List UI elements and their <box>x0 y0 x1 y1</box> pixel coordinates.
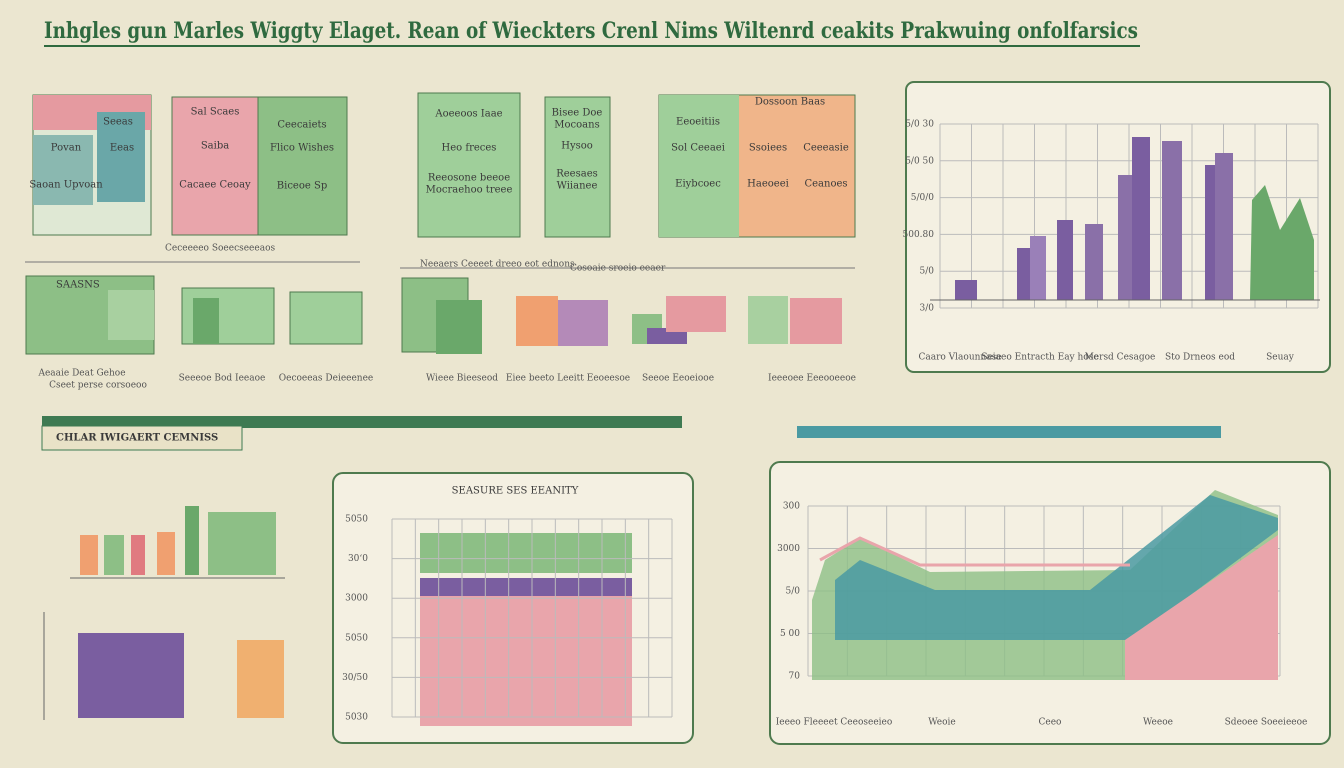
card: Dossoon Baas Eeoeitiis Sol Ceeaei Ssoiee… <box>658 94 856 238</box>
x-tick-label: Mersd Cesagoe <box>1085 353 1156 363</box>
top-chart <box>905 81 1331 373</box>
heading: Neeaers Ceeeet dreeo eot ednons <box>420 260 575 270</box>
card-text: Saiba <box>201 141 229 152</box>
section-label: CHLAR IWIGAERT CEMNISS <box>56 433 218 444</box>
card-text: Reeosone beeoe <box>428 173 510 184</box>
chart-title: SEASURE SES EEANITY <box>452 486 579 497</box>
card-text: Eeas <box>110 143 134 154</box>
card-text: Aoeeoos Iaae <box>434 109 502 120</box>
y-tick-label: 5/0 <box>920 267 935 277</box>
y-tick-label: 5 00 <box>780 629 800 639</box>
card-text: Biceoe Sp <box>277 181 327 192</box>
card-text: Sol Ceeaei <box>671 143 725 154</box>
card: Sal Scaes Saiba Cacaee Ceoay Ceecaiets F… <box>171 96 348 236</box>
card-text: Reesaes <box>556 169 598 180</box>
card-text: Povan <box>51 143 82 154</box>
x-tick-label: Ieeeo Fleeeet Ceeoseeieo <box>776 718 893 728</box>
y-tick-label: 5/0 50 <box>905 156 934 166</box>
caption: Ieeeoee Eeeooeeoe <box>768 374 856 384</box>
card-text: Hysoo <box>561 141 593 152</box>
mini-charts <box>25 275 842 355</box>
middle-chart <box>332 472 694 744</box>
card-text: Sal Scaes <box>191 107 240 118</box>
x-tick-label: Seiaeo Entracth Eay hose <box>981 353 1098 363</box>
card-text: Wiianee <box>557 181 598 192</box>
x-tick-label: Seuay <box>1266 353 1295 363</box>
card-text: Seeas <box>103 117 133 128</box>
card-text: Mocoans <box>554 120 599 131</box>
card-text: Flico Wishes <box>270 143 334 154</box>
card-text: Haeoeei <box>747 179 789 190</box>
card: Bisee Doe Mocoans Hysoo Reesaes Wiianee <box>544 96 611 238</box>
caption: Aeaaie Deat Gehoe <box>37 369 125 379</box>
banner <box>797 426 1221 438</box>
caption: Cseet perse corsoeoo <box>49 381 147 391</box>
y-tick-label: 5/0 30 <box>905 120 934 130</box>
y-tick-label: 30ʻ0 <box>348 553 368 564</box>
x-tick-label: Caaro Vlaounnase <box>918 353 1001 363</box>
y-tick-label: 30/50 <box>342 673 368 683</box>
title: Inhgles gun Marles Wiggty Elaget. Rean o… <box>44 18 1138 44</box>
heading: Ceceeeeo Soeecseeeaos <box>165 244 275 254</box>
caption: Oecoeeas Deieeenee <box>279 374 374 384</box>
card: Seeas Povan Eeas Saoan Upvoan <box>29 94 152 236</box>
caption: Wieee Bieeseod <box>426 374 498 384</box>
card-text: Ssoiees <box>749 143 787 154</box>
caption: Seeoe Eeoeiooe <box>642 374 714 384</box>
label: SAASNS <box>56 280 100 291</box>
banner <box>42 416 682 428</box>
x-tick-label: Weoie <box>928 718 955 728</box>
y-tick-label: 3/0 <box>920 304 935 314</box>
banner <box>41 425 243 451</box>
right-chart <box>769 461 1331 745</box>
card-text: Mocraehoo treee <box>426 185 513 196</box>
x-tick-label: Weeoe <box>1143 718 1173 728</box>
y-tick-label: 5050 <box>345 515 368 525</box>
y-tick-label: 5/0/0 <box>911 193 935 203</box>
y-tick-label: 5030 <box>345 713 368 723</box>
caption: Seeeoe Bod Ieeaoe <box>179 374 266 384</box>
y-tick-label: 300 <box>783 502 800 512</box>
card-text: Cacaee Ceoay <box>179 180 251 191</box>
y-tick-label: 3000 <box>345 594 368 604</box>
card-text: Saoan Upvoan <box>29 180 103 191</box>
caption: Eiee beeto Leeitt Eeoeesoe <box>506 374 630 384</box>
card-text: Dossoon Baas <box>755 97 825 108</box>
card-text: Eeoeitiis <box>676 117 720 128</box>
card-text: Ceanoes <box>804 179 847 190</box>
x-tick-label: Sdeoee Soeeieeoe <box>1225 718 1308 728</box>
heading: Cosoaie sroeio eeaer <box>570 264 666 274</box>
y-tick-label: 500.80 <box>903 230 935 240</box>
y-tick-label: 3000 <box>777 544 800 554</box>
card-text: Ceeeasie <box>803 143 849 154</box>
x-tick-label: Sto Drneos eod <box>1165 353 1235 363</box>
mini-charts <box>43 506 285 720</box>
card: Aoeeoos Iaae Heo freces Reeosone beeoe M… <box>417 92 521 238</box>
card-text: Heo freces <box>442 143 497 154</box>
y-tick-label: 5050 <box>345 633 368 643</box>
x-tick-label: Ceeo <box>1039 718 1062 728</box>
y-tick-label: 70 <box>789 672 801 682</box>
card-text: Bisee Doe <box>552 108 603 119</box>
y-tick-label: 5/0 <box>786 587 801 597</box>
card-text: Eiybcoec <box>675 179 721 190</box>
card-text: Ceecaiets <box>277 120 326 131</box>
